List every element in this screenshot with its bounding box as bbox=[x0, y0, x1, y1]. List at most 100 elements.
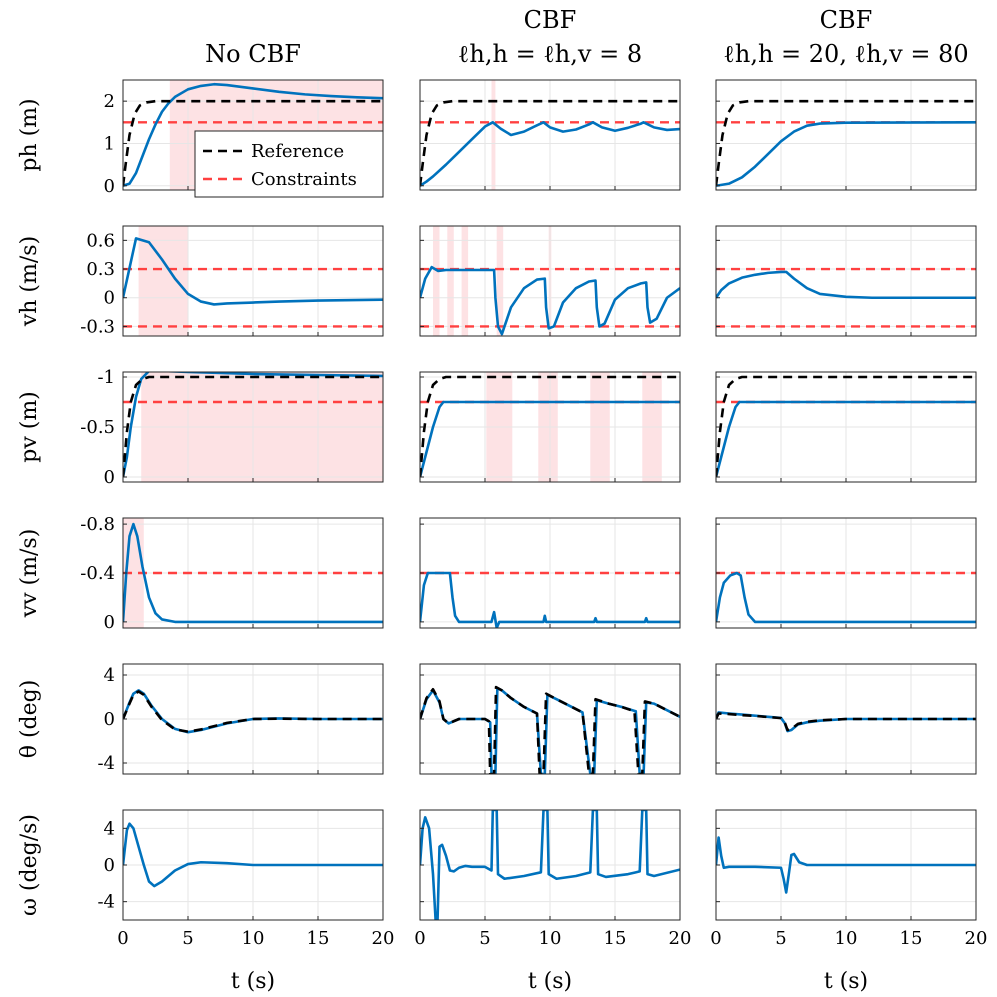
legend: Reference Constraints bbox=[194, 130, 384, 198]
reference-line bbox=[123, 375, 383, 478]
x-tick-label: 0 bbox=[710, 928, 721, 949]
response-line bbox=[123, 237, 383, 306]
panel bbox=[419, 79, 681, 191]
y-axis-label: vv (m/s) bbox=[17, 529, 42, 619]
column-title: ℓh,h = 20, ℓh,v = 80 bbox=[723, 40, 968, 68]
y-tick-label: 4 bbox=[104, 665, 115, 686]
reference-line bbox=[716, 375, 976, 478]
panel bbox=[419, 517, 681, 629]
response-line bbox=[123, 522, 383, 624]
y-axis-label: ω (deg/s) bbox=[17, 814, 42, 916]
y-tick-label: 0.3 bbox=[86, 259, 115, 280]
panel: -0.8 -0.4 0 bbox=[80, 514, 384, 633]
x-tick-label: 5 bbox=[479, 928, 490, 949]
response-line bbox=[123, 372, 383, 478]
column-title: ℓh,h = ℓh,v = 8 bbox=[458, 40, 642, 68]
x-tick-label: 20 bbox=[669, 928, 692, 949]
response-line bbox=[420, 265, 680, 336]
x-axis-label: t (s) bbox=[231, 969, 275, 994]
response-line bbox=[716, 400, 976, 478]
panel bbox=[419, 371, 681, 483]
y-tick-label: 0 bbox=[104, 612, 115, 633]
y-tick-label: 0 bbox=[104, 288, 115, 309]
y-axis-label: vh (m/s) bbox=[17, 236, 42, 327]
reference-line bbox=[123, 690, 383, 733]
response-line bbox=[716, 121, 976, 188]
y-tick-label: 0 bbox=[104, 855, 115, 876]
x-tick-label: 5 bbox=[775, 928, 786, 949]
activation-band bbox=[433, 226, 440, 336]
y-tick-label: 0 bbox=[104, 176, 115, 197]
panel: -0.3 0 0.3 0.6 bbox=[80, 225, 384, 337]
y-tick-label: 0 bbox=[104, 467, 115, 488]
activation-band bbox=[491, 80, 496, 190]
y-tick-label: 2 bbox=[104, 91, 115, 112]
x-tick-label: 0 bbox=[414, 928, 425, 949]
x-tick-label: 10 bbox=[835, 928, 858, 949]
activation-band bbox=[496, 226, 504, 336]
y-tick-label: 1 bbox=[104, 133, 115, 154]
y-tick-label: 0 bbox=[104, 709, 115, 730]
x-tick-label: 5 bbox=[182, 928, 193, 949]
panel bbox=[715, 225, 977, 337]
x-tick-label: 15 bbox=[604, 928, 627, 949]
panel bbox=[419, 225, 681, 337]
panel: -4 0 4 bbox=[97, 663, 384, 775]
y-tick-label: -4 bbox=[97, 892, 115, 913]
y-tick-label: -0.8 bbox=[80, 514, 115, 535]
x-tick-label: 10 bbox=[539, 928, 562, 949]
x-axis-label: t (s) bbox=[528, 969, 572, 994]
y-tick-label: -0.5 bbox=[80, 417, 115, 438]
panel: 0 5 10 15 20 bbox=[710, 809, 988, 949]
x-tick-label: 0 bbox=[117, 928, 128, 949]
reference-line bbox=[420, 685, 680, 774]
response-line bbox=[420, 121, 680, 187]
legend-box bbox=[194, 130, 384, 198]
x-tick-label: 20 bbox=[965, 928, 988, 949]
y-axis-label: pv (m) bbox=[17, 391, 42, 463]
panel: 0 5 10 15 20 bbox=[414, 809, 692, 949]
activation-band bbox=[447, 226, 454, 336]
y-tick-label: -4 bbox=[97, 753, 115, 774]
x-axis-label: t (s) bbox=[824, 969, 868, 994]
y-tick-label: 0.6 bbox=[86, 230, 115, 251]
reference-line bbox=[420, 375, 680, 478]
reference-line bbox=[716, 712, 976, 732]
panel bbox=[715, 371, 977, 483]
response-line bbox=[716, 571, 976, 624]
y-tick-label: -1 bbox=[97, 367, 115, 388]
x-tick-label: 20 bbox=[372, 928, 395, 949]
reference-line bbox=[123, 99, 383, 186]
y-axis-label: ph (m) bbox=[17, 98, 42, 171]
response-line bbox=[123, 822, 383, 888]
response-line bbox=[716, 836, 976, 894]
response-line bbox=[420, 400, 680, 478]
y-axis-label: θ (deg) bbox=[17, 680, 42, 759]
x-tick-label: 15 bbox=[900, 928, 923, 949]
panel: -1 -0.5 0 bbox=[80, 367, 384, 488]
x-tick-label: 10 bbox=[242, 928, 265, 949]
y-tick-label: -0.4 bbox=[80, 563, 115, 584]
y-tick-label: -0.3 bbox=[80, 316, 115, 337]
y-tick-label: 4 bbox=[104, 818, 115, 839]
x-tick-label: 15 bbox=[307, 928, 330, 949]
response-line bbox=[716, 270, 976, 300]
reference-line bbox=[420, 99, 680, 186]
panel bbox=[715, 517, 977, 629]
response-line bbox=[123, 82, 383, 188]
legend-entry: Reference bbox=[251, 141, 344, 162]
response-line bbox=[420, 571, 680, 628]
column-title: CBF bbox=[524, 6, 577, 34]
reference-line bbox=[716, 99, 976, 186]
panel bbox=[715, 663, 977, 775]
response-line bbox=[420, 810, 680, 920]
column-title: No CBF bbox=[205, 40, 301, 68]
panel bbox=[419, 663, 681, 775]
legend-entry: Constraints bbox=[251, 169, 357, 190]
activation-band bbox=[138, 226, 188, 336]
column-title: CBF bbox=[820, 6, 873, 34]
panel bbox=[715, 79, 977, 191]
activation-band bbox=[461, 226, 469, 336]
